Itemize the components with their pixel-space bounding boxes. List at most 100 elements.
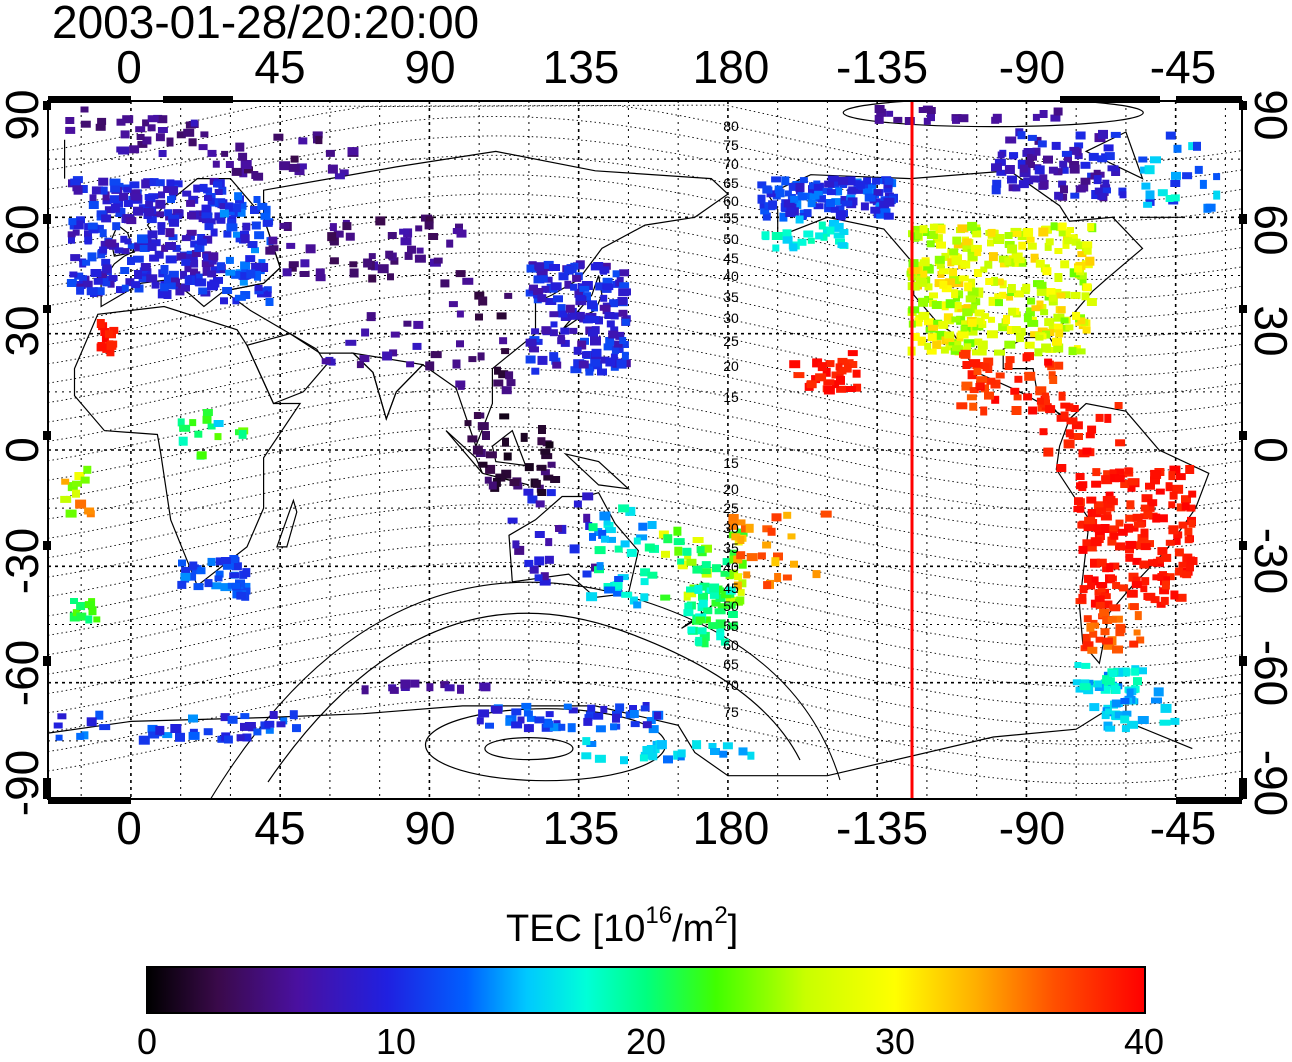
tec-cell xyxy=(1188,490,1197,498)
tec-cell xyxy=(701,561,711,569)
tec-cell xyxy=(305,244,316,254)
tec-cell xyxy=(511,708,522,716)
tec-cell xyxy=(176,131,186,139)
tec-cell xyxy=(984,260,993,269)
contour-label: 40 xyxy=(723,268,739,284)
tec-cell xyxy=(716,632,725,641)
tec-cell xyxy=(673,538,685,546)
tec-cell xyxy=(1153,687,1164,697)
tec-cell xyxy=(76,216,85,224)
tec-cell xyxy=(76,602,86,610)
tec-cell xyxy=(254,284,263,291)
tec-cell xyxy=(1003,315,1010,324)
tec-cell xyxy=(549,352,559,362)
tec-cell xyxy=(1093,524,1102,533)
tec-cell xyxy=(263,291,272,298)
tec-cell xyxy=(96,210,107,218)
tec-cell xyxy=(415,225,423,232)
frame-tick-bar xyxy=(1239,101,1247,110)
tec-cell xyxy=(762,212,771,221)
tec-cell xyxy=(1095,680,1102,688)
tec-cell xyxy=(710,748,720,755)
tec-cell xyxy=(193,184,201,193)
tec-cell xyxy=(1013,253,1021,263)
tec-cell xyxy=(1132,513,1143,522)
tec-cell xyxy=(613,587,623,597)
tec-cell xyxy=(236,734,245,742)
tec-cell xyxy=(457,684,464,694)
tec-cell xyxy=(399,228,410,235)
tec-cell xyxy=(686,558,697,566)
tec-cell xyxy=(529,565,539,574)
tec-cell xyxy=(220,713,230,722)
tec-cell xyxy=(994,279,1004,286)
tec-cell xyxy=(512,540,520,549)
tec-cell xyxy=(557,304,566,313)
tec-cell xyxy=(585,363,595,372)
tec-cell xyxy=(948,339,957,346)
tec-cell xyxy=(524,559,534,567)
tec-cell xyxy=(160,265,169,274)
mlat-contour xyxy=(48,484,1242,571)
tec-cell xyxy=(1120,698,1130,704)
tec-cell xyxy=(972,230,982,238)
tec-cell xyxy=(553,295,563,303)
tec-cell xyxy=(1005,136,1017,144)
tec-cell xyxy=(412,342,422,350)
tec-cell xyxy=(1079,679,1090,687)
tec-cell xyxy=(727,611,738,618)
tec-cell xyxy=(985,278,994,285)
mlat-contour xyxy=(48,678,1242,765)
tec-cell xyxy=(244,722,256,729)
tec-cell xyxy=(848,186,859,194)
tec-cell xyxy=(157,222,166,230)
tec-cell xyxy=(359,355,370,363)
tec-cell xyxy=(1031,305,1042,312)
tec-cell xyxy=(1125,514,1135,522)
tec-cell xyxy=(583,513,591,523)
colorbar-tick: 10 xyxy=(375,1021,417,1062)
tec-cell xyxy=(949,248,959,256)
tec-cell xyxy=(720,570,730,577)
tec-cell xyxy=(619,282,630,289)
tec-cell xyxy=(1094,595,1105,604)
tec-cell xyxy=(976,376,988,384)
tec-cell xyxy=(96,343,107,352)
tec-cell xyxy=(155,725,165,735)
tec-cell xyxy=(146,274,158,283)
tec-cell xyxy=(575,294,586,301)
tec-cell xyxy=(1069,146,1080,155)
tec-cell xyxy=(849,361,858,368)
tec-cell xyxy=(1090,558,1100,568)
tec-cell xyxy=(757,181,767,189)
tec-cell xyxy=(136,134,145,140)
tec-cell xyxy=(147,724,158,733)
tec-cell xyxy=(600,267,608,275)
tec-cell xyxy=(251,221,261,230)
tec-cell xyxy=(502,437,509,447)
tec-cell xyxy=(101,335,109,342)
tec-cell xyxy=(560,339,570,347)
tec-cell xyxy=(387,232,397,239)
tec-cell xyxy=(949,268,958,277)
tec-cell xyxy=(1160,596,1169,605)
tec-cell xyxy=(540,448,551,455)
tec-cell xyxy=(980,266,988,273)
tec-cell xyxy=(1039,179,1049,189)
tec-cell xyxy=(1018,180,1029,189)
tec-cell xyxy=(719,750,728,758)
tec-cell xyxy=(194,246,203,252)
tec-cell xyxy=(94,287,105,296)
tec-cell xyxy=(184,276,192,285)
tec-cell xyxy=(88,606,97,616)
tec-cell xyxy=(958,114,969,123)
tec-cell xyxy=(860,202,869,211)
tec-cell xyxy=(795,215,804,224)
tec-cell xyxy=(695,616,706,624)
tec-cell xyxy=(1026,236,1035,243)
tec-cell xyxy=(153,211,164,218)
tec-cell xyxy=(157,115,168,124)
tec-cell xyxy=(826,227,834,235)
tec-cell xyxy=(1007,175,1017,184)
tec-cell xyxy=(969,387,979,394)
